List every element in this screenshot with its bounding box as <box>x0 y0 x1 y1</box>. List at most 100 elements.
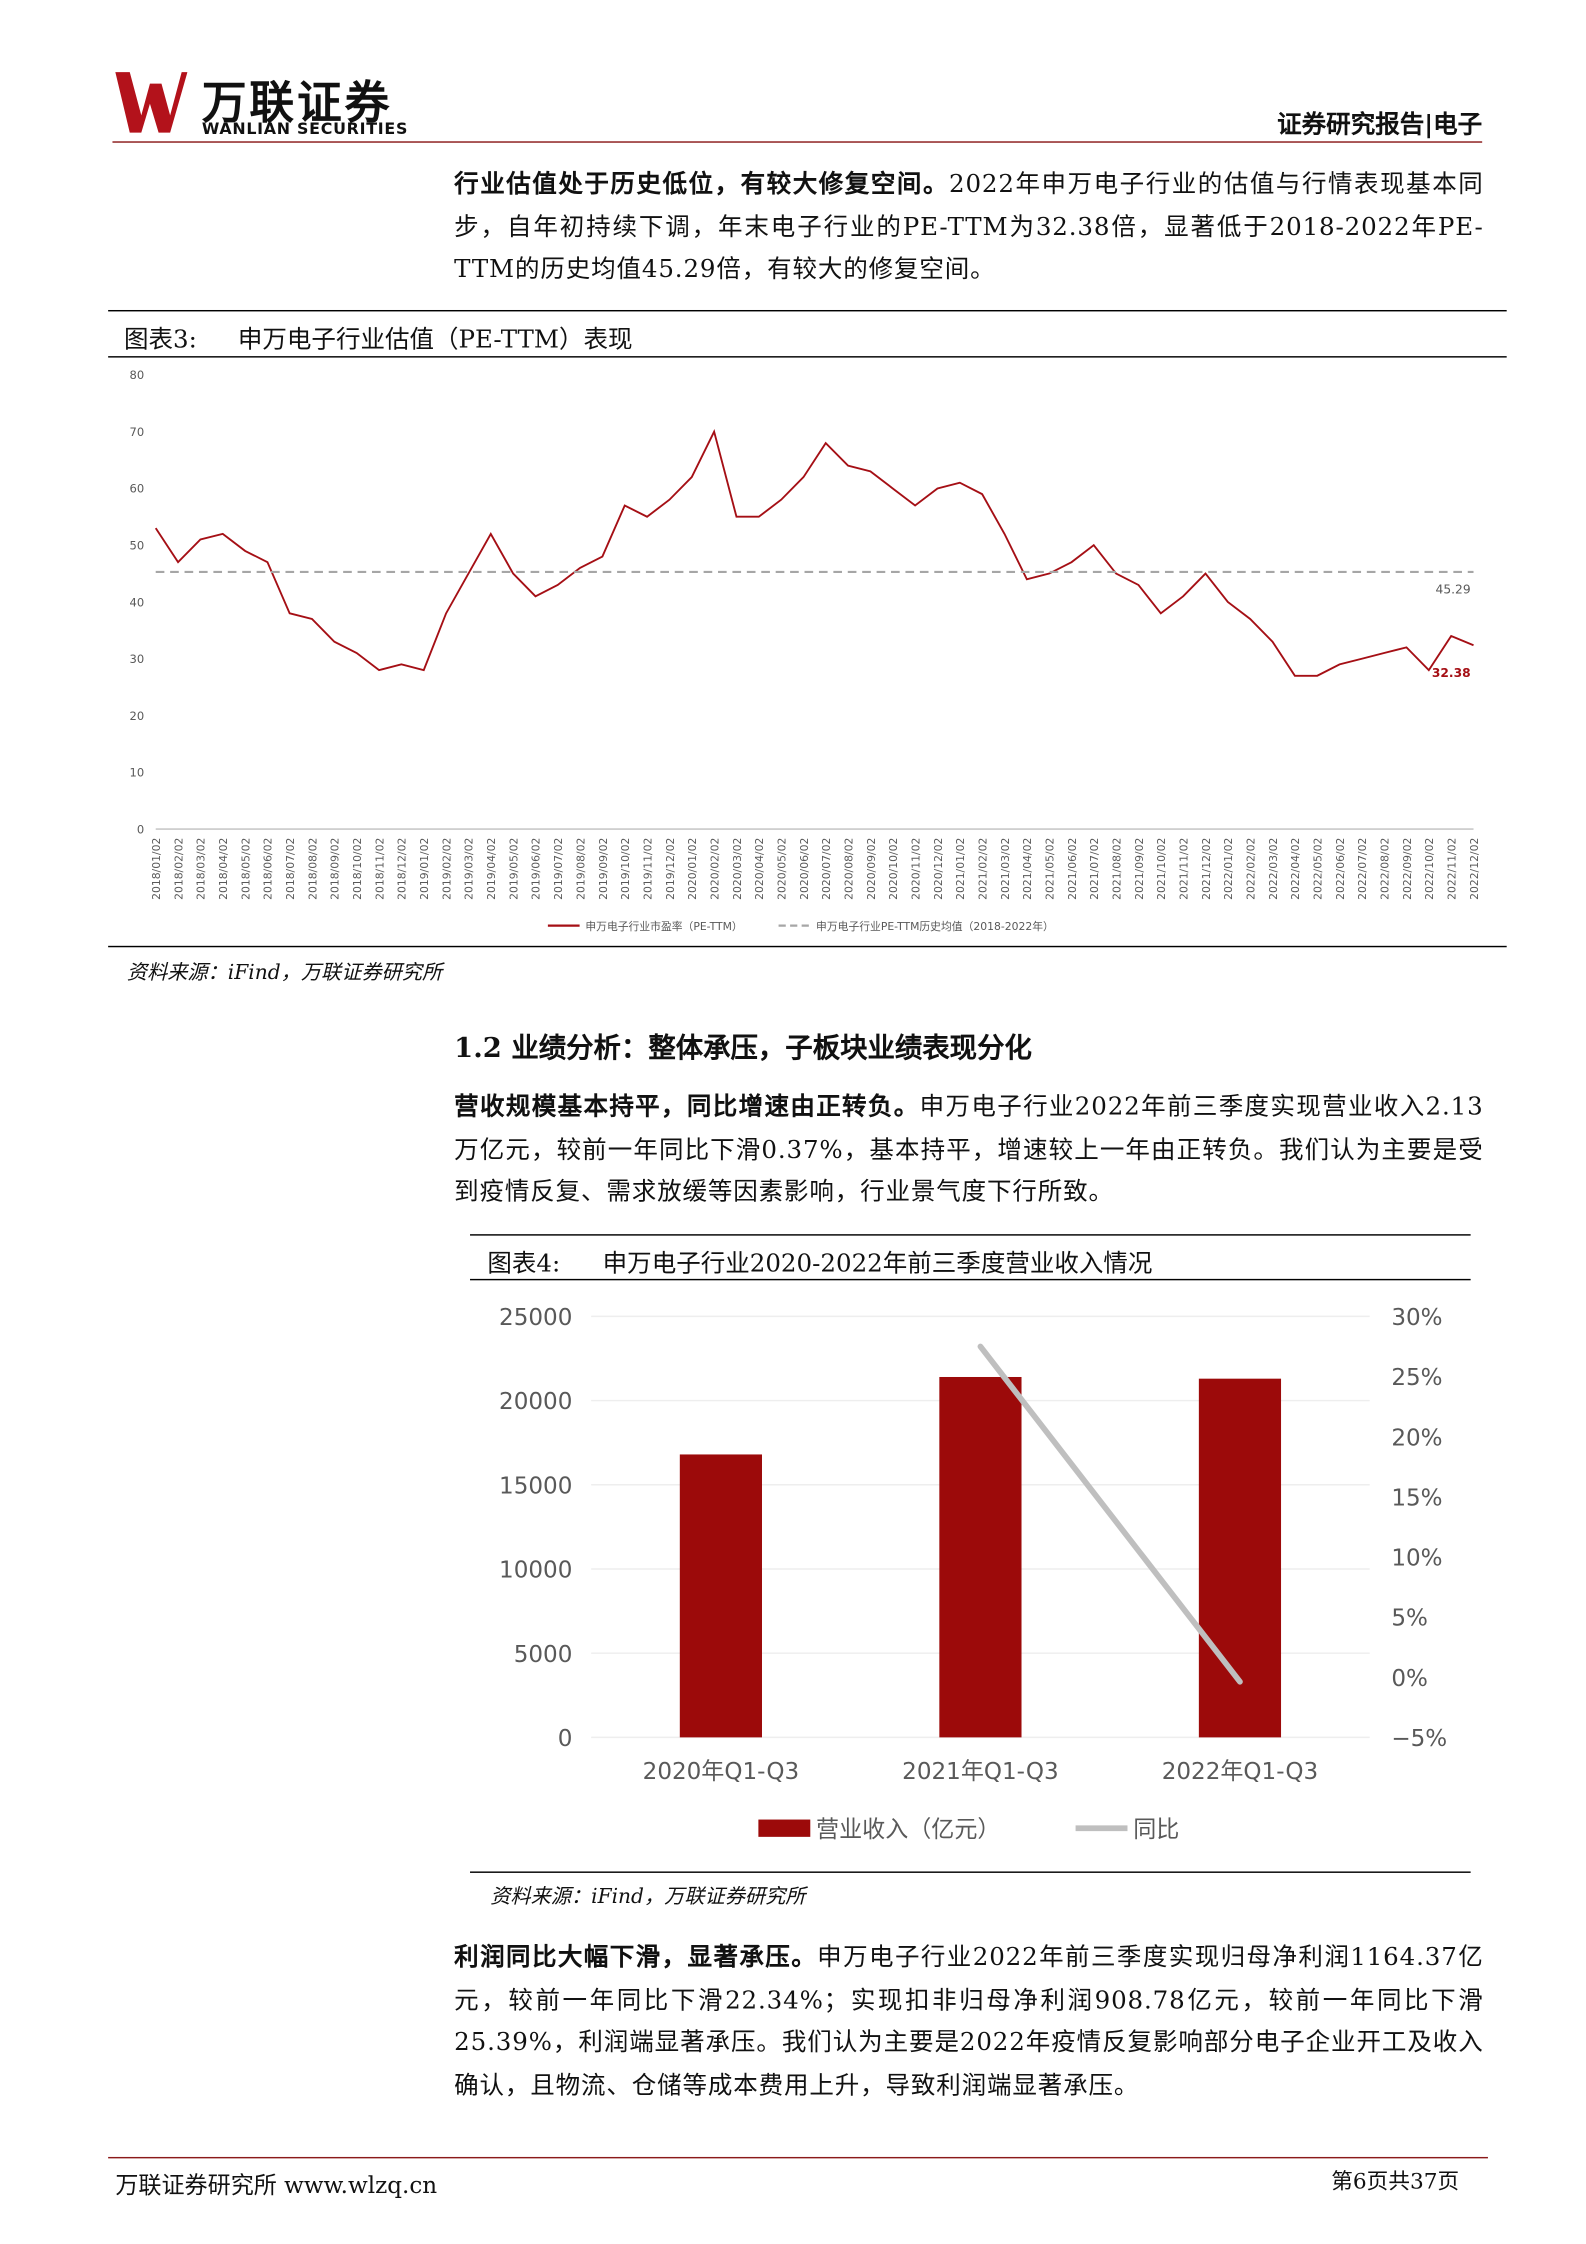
y-tick-label: 70 <box>130 425 145 439</box>
y2-tick-label: 30% <box>1391 1305 1442 1331</box>
x-tick-label: 2020/03/02 <box>731 838 744 900</box>
y-tick-label: 80 <box>130 368 145 382</box>
y2-tick-label: 15% <box>1391 1485 1442 1511</box>
source: 资料来源：iFind，万联证券研究所 <box>490 1885 806 1909</box>
x-tick-label: 2019/08/02 <box>574 838 587 900</box>
y-tick-label: 10000 <box>499 1558 572 1584</box>
x-tick-label: 2021/08/02 <box>1110 838 1123 900</box>
x-tick-label: 2018/02/02 <box>172 838 185 900</box>
x-tick-label: 2019/11/02 <box>641 838 654 900</box>
x-tick-label: 2018/04/02 <box>217 838 230 900</box>
y-tick-label: 20 <box>130 709 145 723</box>
rule <box>470 1234 1471 1236</box>
logo-cn: 万联证券 <box>201 77 393 130</box>
report-type: 证券研究报告|电子 <box>1277 111 1483 140</box>
chart: 0 5000 10000 15000 20000 25000 −5% 0% 5% 10% 15% 20… <box>499 1305 1447 1843</box>
logo-en: WANLIAN SECURITIES <box>201 119 409 139</box>
rule <box>470 1278 1471 1281</box>
x-tick-label: 2020/08/02 <box>842 838 855 900</box>
x-tick-label: 2021/03/02 <box>999 838 1012 900</box>
figure-label: 图表4: <box>487 1250 561 1279</box>
x-tick-label: 2019/10/02 <box>619 838 632 900</box>
source: 资料来源：iFind，万联证券研究所 <box>126 961 443 985</box>
y-tick-label: 0 <box>558 1726 573 1752</box>
chart: 0 10 20 30 40 50 60 70 80 2018/01/02 2018/02/02 201… <box>130 368 1481 933</box>
y-tick-label: 5000 <box>514 1642 573 1668</box>
x-tick-label: 2018/06/02 <box>262 838 275 900</box>
legend-swatch <box>758 1819 811 1837</box>
x-tick-label: 2018/01/02 <box>150 838 163 900</box>
x-tick-label: 2019/01/02 <box>418 838 431 900</box>
bar <box>939 1376 1022 1738</box>
paragraph: 营收规模基本持平，同比增速由正转负。申万电子行业2022年前三季度实现营业收入2… <box>454 1087 1483 1215</box>
x-tick-label: 2020/02/02 <box>708 838 721 900</box>
footer-right: 第6页共37页 <box>1331 2168 1460 2195</box>
body-text: 申万电子行业2022年前三季度实现归母净利润1164.37亿元，较前一年同比下滑… <box>454 1943 1484 2100</box>
rule <box>108 945 1507 948</box>
x-tick-label: 2022/03/02 <box>1267 838 1280 900</box>
x-tick-label: 2019/06/02 <box>530 838 543 900</box>
bar <box>679 1454 762 1738</box>
x-tick-label: 2022年Q1-Q3 <box>1162 1759 1318 1785</box>
x-tick-label: 2022/05/02 <box>1311 838 1324 900</box>
figure-caption: 申万电子行业2020-2022年前三季度营业收入情况 <box>602 1250 1153 1279</box>
x-tick-label: 2021年Q1-Q3 <box>902 1759 1058 1785</box>
x-tick-label: 2022/07/02 <box>1356 838 1369 900</box>
y-tick-label: 30 <box>130 652 145 666</box>
annotation: 32.38 <box>1432 666 1471 680</box>
x-tick-label: 2020/11/02 <box>909 838 922 900</box>
x-tick-label: 2022/06/02 <box>1334 838 1347 900</box>
x-tick-label: 2019/12/02 <box>664 838 677 900</box>
x-tick-label: 2022/08/02 <box>1379 838 1392 900</box>
y-tick-label: 0 <box>137 822 144 836</box>
legend-label: 同比 <box>1133 1817 1179 1843</box>
x-tick-label: 2018/11/02 <box>373 838 386 900</box>
x-tick-label: 2019/05/02 <box>507 838 520 900</box>
x-tick-label: 2018/08/02 <box>306 838 319 900</box>
x-tick-label: 2018/12/02 <box>396 838 409 900</box>
rule <box>108 356 1507 358</box>
x-tick-label: 2022/10/02 <box>1423 838 1436 900</box>
x-tick-label: 2020/09/02 <box>865 838 878 900</box>
figure-caption: 申万电子行业估值（PE-TTM）表现 <box>237 325 633 355</box>
x-tick-label: 2018/07/02 <box>284 838 297 900</box>
x-tick-label: 2022/09/02 <box>1401 838 1414 900</box>
x-tick-label: 2021/04/02 <box>1021 838 1034 900</box>
x-tick-label: 2021/06/02 <box>1066 838 1079 900</box>
y-tick-label: 25000 <box>499 1305 572 1331</box>
lead: 利润同比大幅下滑，显著承压。 <box>454 1943 818 1973</box>
y2-tick-label: −5% <box>1391 1726 1447 1752</box>
y2-tick-label: 20% <box>1391 1425 1442 1451</box>
x-tick-label: 2019/04/02 <box>485 838 498 900</box>
x-tick-label: 2019/03/02 <box>463 838 476 900</box>
rule <box>470 1871 1471 1873</box>
legend-label: 申万电子行业市盈率（PE-TTM） <box>585 919 742 933</box>
body-text: 申万电子行业2022年前三季度实现营业收入2.13万亿元，较前一年同比下滑0.3… <box>454 1092 1484 1207</box>
y-tick-label: 40 <box>130 595 145 609</box>
header-rule <box>112 141 1483 143</box>
x-tick-label: 2021/05/02 <box>1043 838 1056 900</box>
x-tick-label: 2021/07/02 <box>1088 838 1101 900</box>
y2-tick-label: 25% <box>1391 1365 1442 1391</box>
legend-label: 申万电子行业PE-TTM历史均值（2018-2022年） <box>816 919 1054 933</box>
x-tick-label: 2021/11/02 <box>1177 838 1190 900</box>
x-tick-label: 2020/07/02 <box>820 838 833 900</box>
x-tick-label: 2020/12/02 <box>932 838 945 900</box>
y-tick-label: 60 <box>130 482 145 496</box>
y-tick-label: 15000 <box>499 1473 572 1499</box>
x-tick-label: 2018/03/02 <box>195 838 208 900</box>
y2-tick-label: 0% <box>1391 1666 1428 1692</box>
x-tick-label: 2018/09/02 <box>329 838 342 900</box>
y-tick-label: 10 <box>130 766 145 780</box>
figure-label: 图表3: <box>123 325 197 355</box>
x-tick-label: 2018/10/02 <box>351 838 364 900</box>
x-tick-label: 2022/11/02 <box>1446 838 1459 900</box>
logo-mark <box>115 72 188 133</box>
section-heading: 1.2 业绩分析：整体承压，子板块业绩表现分化 <box>454 1032 1032 1065</box>
x-tick-label: 2021/02/02 <box>976 838 989 900</box>
paragraph: 利润同比大幅下滑，显著承压。申万电子行业2022年前三季度实现归母净利润1164… <box>454 1938 1483 2108</box>
paragraph: 行业估值处于历史低位，有较大修复空间。2022年申万电子行业的估值与行情表现基本… <box>454 164 1483 292</box>
x-tick-label: 2020/04/02 <box>753 838 766 900</box>
body-text: 2022年申万电子行业的估值与行情表现基本同步，自年初持续下调，年末电子行业的P… <box>454 170 1484 285</box>
series-line <box>154 429 1474 677</box>
